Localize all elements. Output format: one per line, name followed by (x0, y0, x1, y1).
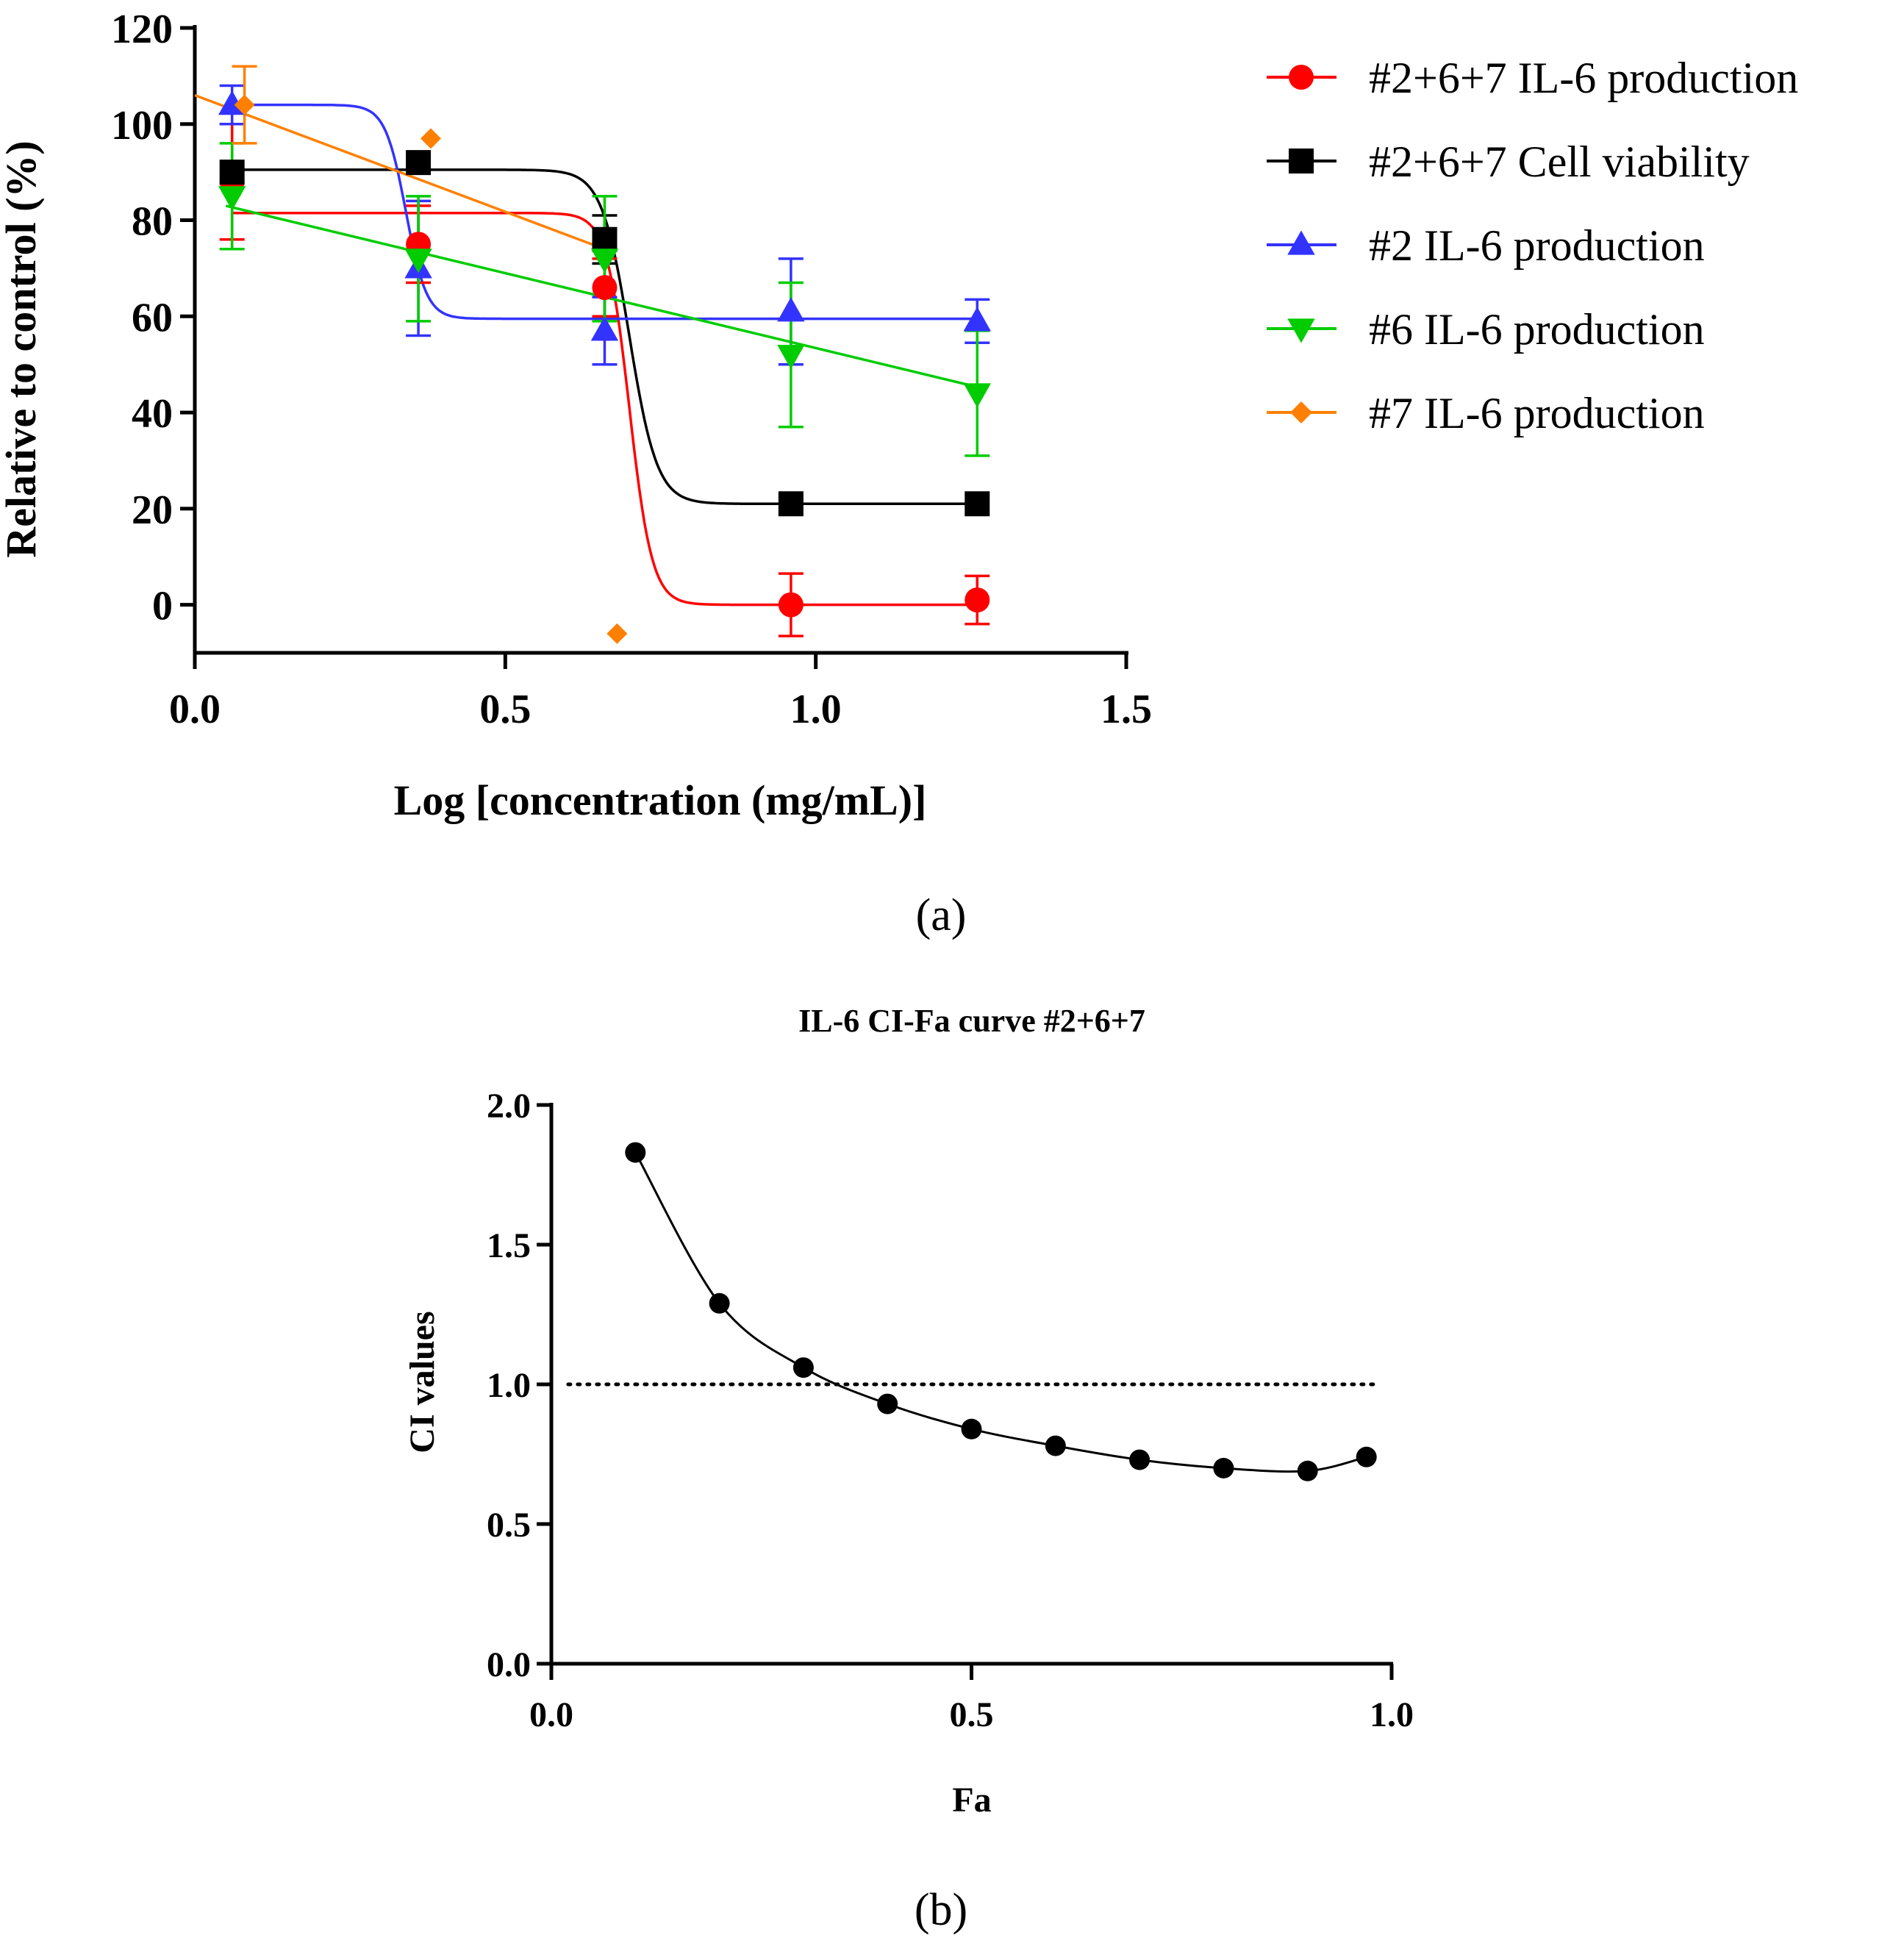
data-point (963, 383, 991, 408)
data-point (404, 248, 432, 273)
panel-b-y-tick-label: 1.0 (487, 1366, 531, 1405)
legend-label: #6 IL-6 production (1369, 305, 1705, 354)
panel-a-y-tick-label: 40 (132, 391, 173, 437)
legend-marker (1289, 65, 1314, 90)
data-point (792, 1357, 814, 1378)
data-point (592, 275, 618, 301)
fit-curve (194, 93, 606, 251)
data-point (219, 160, 245, 185)
data-point (1129, 1449, 1151, 1470)
panel-a-y-tick-label: 20 (132, 487, 173, 533)
panel-a-y-tick-label: 100 (111, 103, 173, 149)
data-point (965, 491, 990, 517)
panel-b-label: (b) (915, 1885, 967, 1935)
panel-a-x-tick-label: 1.5 (1101, 687, 1152, 732)
data-point (592, 226, 618, 252)
legend-marker (1287, 230, 1315, 255)
data-point (590, 316, 619, 341)
data-point (218, 186, 246, 211)
panel-b-y-tick-label: 0.0 (487, 1645, 531, 1684)
data-point (406, 150, 432, 176)
data-point (778, 491, 804, 517)
panel-a-x-axis-title: Log [concentration (mg/mL)] (394, 776, 927, 824)
panel-a-y-ticks: 0 20 40 60 80 100 120 (111, 7, 195, 629)
panel-a-legend: #2+6+7 IL-6 production #2+6+7 Cell viabil… (1267, 54, 1798, 437)
data-point (1213, 1458, 1234, 1478)
data-point (709, 1292, 730, 1314)
legend-marker (1289, 149, 1314, 174)
legend-label: #2 IL-6 production (1369, 221, 1705, 270)
data-point (777, 297, 805, 322)
panel-b-x-ticks: 0.0 0.5 1.0 (529, 1664, 1414, 1734)
data-point (1356, 1446, 1377, 1467)
panel-a-y-tick-label: 80 (132, 199, 173, 245)
panel-b-y-axis-title: CI values (403, 1311, 442, 1453)
panel-a-y-tick-label: 60 (132, 295, 173, 340)
data-point (234, 94, 255, 115)
panel-b-y-tick-label: 0.5 (487, 1506, 531, 1545)
data-point (965, 587, 990, 613)
ci-curve (634, 1151, 1367, 1473)
legend-label: #2+6+7 IL-6 production (1369, 54, 1798, 102)
panel-a-y-tick-label: 120 (111, 7, 173, 52)
panel-b-x-tick-label: 0.5 (950, 1695, 994, 1734)
panel-a-label: (a) (916, 890, 967, 940)
panel-a-x-tick-label: 0.5 (479, 687, 531, 732)
data-point (963, 307, 991, 332)
panel-b-y-tick-label: 1.5 (487, 1226, 531, 1265)
data-point (777, 345, 805, 370)
panel-a-x-ticks: 0.0 0.5 1.0 1.5 (169, 653, 1152, 732)
data-point (590, 248, 619, 273)
panel-b-title: IL-6 CI-Fa curve #2+6+7 (798, 1003, 1145, 1039)
legend-label: #7 IL-6 production (1369, 389, 1705, 437)
legend-marker (1287, 318, 1315, 343)
panel-a-y-axis-title: Relative to control (%) (0, 140, 45, 557)
panel-a-plot-area (193, 25, 1128, 655)
panel-b-x-tick-label: 1.0 (1370, 1695, 1414, 1734)
panel-b-y-tick-label: 2.0 (487, 1087, 531, 1126)
data-point (1045, 1435, 1066, 1456)
panel-b-x-axis-title: Fa (952, 1781, 991, 1820)
panel-b-chart: IL-6 CI-Fa curve #2+6+7 0.00.51.01.52.0 … (403, 1003, 1414, 1935)
legend-label: #2+6+7 Cell viability (1369, 137, 1750, 186)
panel-b-x-tick-label: 0.0 (529, 1695, 573, 1734)
panel-a-y-tick-label: 0 (152, 584, 173, 629)
legend-marker (1290, 401, 1312, 423)
data-point (877, 1393, 898, 1414)
data-point (1297, 1460, 1318, 1481)
data-point (778, 592, 804, 618)
data-point (420, 128, 441, 149)
panel-a-x-tick-label: 1.0 (790, 687, 842, 732)
data-point (961, 1418, 982, 1439)
panel-a-chart: 0 20 40 60 80 100 120 0.0 0.5 1.0 1.5 Relative to… (0, 7, 1798, 940)
panel-a-x-tick-label: 0.0 (169, 687, 221, 732)
data-point (606, 623, 628, 644)
panel-b-y-ticks: 0.0 0.5 1.0 1.5 2.0 (487, 1087, 551, 1684)
panel-b-plot-area (549, 1103, 1393, 1666)
data-point (625, 1142, 646, 1163)
